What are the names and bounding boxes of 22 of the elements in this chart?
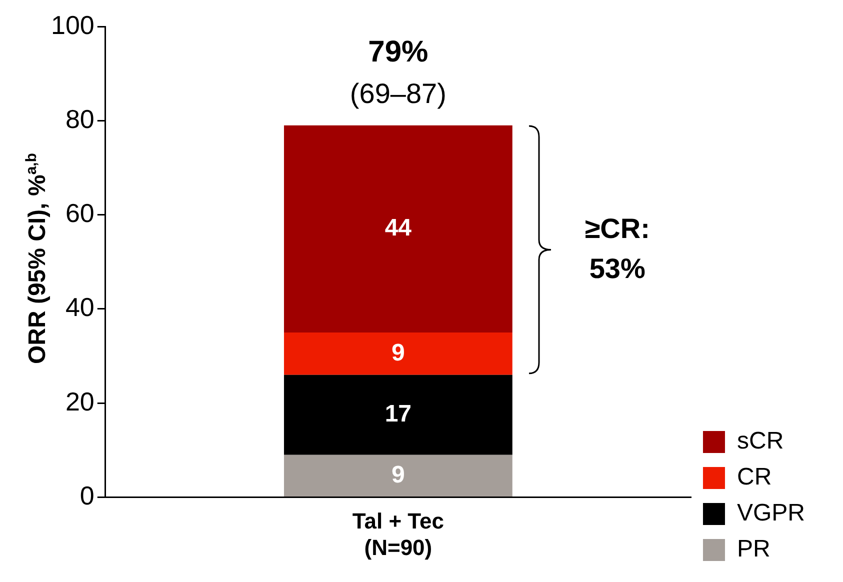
- data-label: 17: [384, 400, 412, 428]
- bar: [284, 332, 512, 375]
- data-label: 44: [384, 214, 412, 242]
- annotation: (69–87): [350, 78, 446, 110]
- y-tick-label: 40: [65, 292, 94, 322]
- bar: [284, 125, 512, 332]
- data-label: 9: [392, 461, 405, 488]
- legend-label: PR: [736, 536, 770, 563]
- y-tick-label: 0: [80, 480, 94, 510]
- y-tick-label: 100: [50, 10, 94, 40]
- legend-label: VGPR: [736, 500, 805, 527]
- bar: [284, 454, 512, 496]
- x-tick-label: Tal + Tec (N=90): [352, 508, 444, 560]
- legend-label: CR: [736, 464, 772, 491]
- y-tick-label: 80: [65, 104, 94, 134]
- total-label: 79%: [368, 36, 428, 69]
- annotation: ≥CR: 53%: [584, 212, 650, 284]
- legend-label: sCR: [736, 428, 784, 455]
- y-tick-label: 20: [65, 386, 94, 416]
- y-tick-label: 60: [65, 198, 94, 228]
- bar: [284, 374, 512, 455]
- data-label: 9: [392, 339, 405, 366]
